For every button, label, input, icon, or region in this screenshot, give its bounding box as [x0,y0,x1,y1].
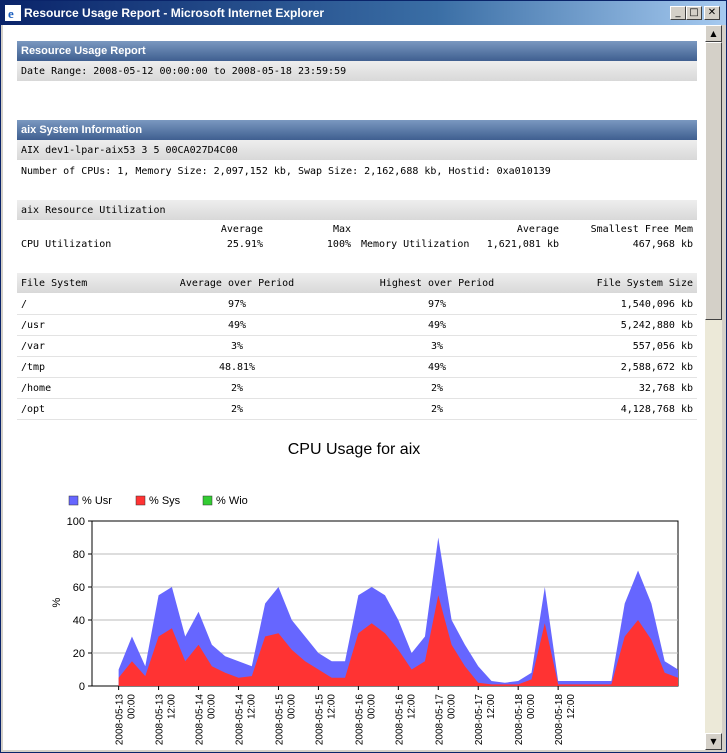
smallest-free-mem-value: 467,968 kb [632,239,693,250]
fs-average: 97% [227,299,247,310]
avg-col-header: Average over Period [179,278,295,289]
legend-label: % Sys [149,495,181,507]
fs-name: /usr [21,320,46,331]
close-button[interactable]: ✕ [704,6,720,20]
mem-average-header: Average [516,224,559,235]
title-bar[interactable]: e Resource Usage Report - Microsoft Inte… [1,1,726,25]
utilization-header: aix Resource Utilization [21,205,166,216]
table-row: / 97% 97% 1,540,096 kb [17,293,697,315]
cpu-average-value: 25.91% [226,239,263,250]
x-tick-label: 2008-05-1700:00 [434,694,457,746]
x-tick-label: 2008-05-1812:00 [554,694,577,746]
fs-highest: 3% [430,341,444,352]
y-tick-label: 20 [73,648,85,660]
fs-col-header: File System [21,278,88,289]
y-tick-label: 80 [73,549,85,561]
internet-explorer-icon: e [5,5,21,21]
minimize-button[interactable]: _ [670,6,686,20]
scroll-up-button[interactable]: ▲ [705,25,722,42]
fs-highest: 49% [427,362,447,373]
usr-area [118,537,679,686]
x-tick-label: 2008-05-1300:00 [115,694,138,746]
table-row: /tmp 48.81% 49% 2,588,672 kb [17,356,697,378]
high-col-header: Highest over Period [379,278,495,289]
mem-average-value: 1,621,081 kb [486,239,559,250]
cpu-max-value: 100% [326,239,351,250]
smallest-free-mem-header: Smallest Free Mem [590,224,693,235]
filesystem-header-row: File System Average over Period Highest … [17,273,697,293]
y-tick-label: 100 [67,516,85,528]
date-range-row: Date Range: 2008-05-12 00:00:00 to 2008-… [17,61,697,81]
fs-name: /home [21,383,52,394]
vertical-scrollbar[interactable]: ▲ ▼ [705,25,722,750]
x-tick-label: 2008-05-1412:00 [235,694,258,746]
y-axis-label: % [51,598,63,608]
fs-size: 557,056 kb [632,341,693,352]
table-row: /var 3% 3% 557,056 kb [17,335,697,357]
y-tick-label: 0 [79,681,85,693]
fs-size: 2,588,672 kb [620,362,693,373]
table-row: /home 2% 2% 32,768 kb [17,377,697,399]
report-title: Resource Usage Report [21,45,146,57]
chart-title: CPU Usage for aix [287,441,421,458]
system-details: Number of CPUs: 1, Memory Size: 2,097,15… [21,166,551,177]
fs-size: 1,540,096 kb [620,299,693,310]
host-line: AIX dev1-lpar-aix53 3 5 00CA027D4C00 [21,145,238,156]
system-info-header: aix System Information [17,120,697,140]
fs-average: 2% [230,383,244,394]
legend-label: % Wio [216,495,248,507]
x-tick-label: 2008-05-1512:00 [314,694,337,746]
fs-name: /tmp [21,362,46,373]
fs-average: 49% [227,320,247,331]
memory-utilization-label: Memory Utilization [361,239,470,250]
maximize-button[interactable]: □ [686,6,702,20]
report-title-bar: Resource Usage Report [17,41,697,61]
cpu-average-header: Average [220,224,263,235]
fs-average: 48.81% [218,362,256,373]
legend-label: % Usr [82,495,112,507]
table-row: /usr 49% 49% 5,242,880 kb [17,314,697,336]
legend-swatch [135,495,146,506]
fs-size: 32,768 kb [638,383,693,394]
size-col-header: File System Size [596,278,693,289]
cpu-usage-chart: % Usr % Sys % Wio 0 20 40 60 80 100% 2008-05-1300… [51,495,679,746]
x-tick-label: 2008-05-1600:00 [354,694,377,746]
window-title: Resource Usage Report - Microsoft Intern… [24,6,325,20]
fs-size: 4,128,768 kb [620,404,693,415]
y-tick-label: 40 [73,615,85,627]
scroll-down-button[interactable]: ▼ [705,733,722,750]
x-tick-label: 2008-05-1312:00 [155,694,178,746]
fs-highest: 2% [430,383,444,394]
legend-swatch [68,495,79,506]
fs-name: / [21,299,28,310]
fs-highest: 49% [427,320,447,331]
host-line-row: AIX dev1-lpar-aix53 3 5 00CA027D4C00 [17,140,697,160]
fs-average: 2% [230,404,244,415]
fs-highest: 97% [427,299,447,310]
system-info-title: aix System Information [21,124,143,136]
x-tick-label: 2008-05-1800:00 [514,694,537,746]
date-range: Date Range: 2008-05-12 00:00:00 to 2008-… [21,66,347,77]
fs-size: 5,242,880 kb [620,320,693,331]
report-page: Resource Usage Report Date Range: 2008-0… [3,25,705,750]
cpu-max-header: Max [332,224,351,235]
scroll-thumb[interactable] [705,42,722,320]
y-tick-label: 60 [73,582,85,594]
x-tick-label: 2008-05-1500:00 [274,694,297,746]
x-tick-label: 2008-05-1712:00 [474,694,497,746]
fs-name: /var [21,341,46,352]
utilization-header-row: aix Resource Utilization [17,200,697,220]
fs-average: 3% [230,341,244,352]
fs-highest: 2% [430,404,444,415]
cpu-utilization-label: CPU Utilization [21,239,112,250]
x-tick-label: 2008-05-1400:00 [195,694,218,746]
x-tick-label: 2008-05-1612:00 [394,694,417,746]
sys-area [118,595,679,686]
fs-name: /opt [21,404,46,415]
table-row: /opt 2% 2% 4,128,768 kb [17,398,697,420]
legend-swatch [202,495,213,506]
svg-text:e: e [8,6,14,21]
